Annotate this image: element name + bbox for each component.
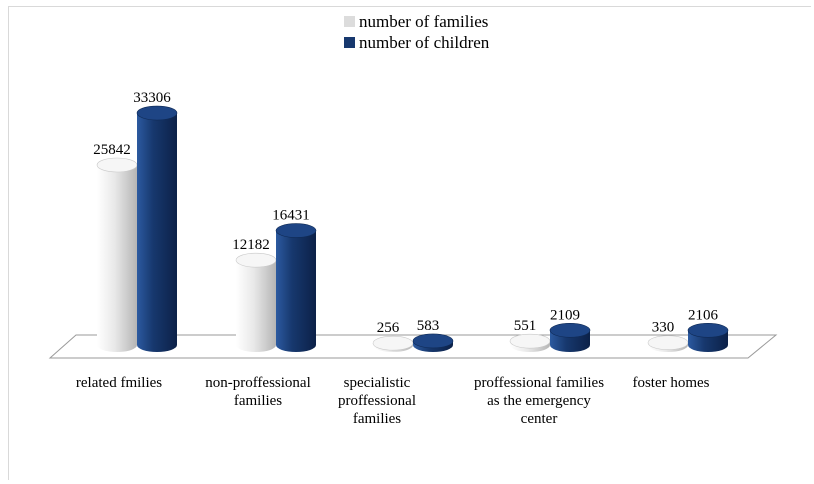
legend-swatch-children xyxy=(344,37,355,48)
chart-frame xyxy=(8,6,811,480)
data-label: 256 xyxy=(377,320,400,336)
bar-families xyxy=(509,333,551,352)
category-label: related fmilies xyxy=(75,375,163,391)
data-label: 12182 xyxy=(232,237,270,253)
bar-families xyxy=(235,252,277,352)
legend: number of families number of children xyxy=(344,11,489,53)
bar-cap xyxy=(136,105,178,121)
bars-layer xyxy=(96,105,729,352)
legend-item-families: number of families xyxy=(344,11,489,32)
data-label: 551 xyxy=(514,318,537,334)
bar-cap xyxy=(275,223,317,238)
bar-cap xyxy=(647,335,689,351)
bar-families xyxy=(96,157,138,352)
bar-cap xyxy=(96,157,138,173)
data-label: 16431 xyxy=(272,208,310,224)
bar-cap xyxy=(509,333,551,349)
category-label: proffessional families as the emergency … xyxy=(473,375,605,427)
bar-children xyxy=(412,333,454,352)
legend-swatch-families xyxy=(344,16,355,27)
bar-cap xyxy=(687,323,729,338)
data-label: 2106 xyxy=(688,307,719,323)
bar-cap xyxy=(235,252,277,268)
bar-body xyxy=(137,113,177,352)
data-label: 2109 xyxy=(550,307,580,323)
category-label: foster homes xyxy=(632,375,710,391)
legend-item-children: number of children xyxy=(344,32,489,53)
data-label: 25842 xyxy=(93,142,131,158)
category-label: non-proffessional families xyxy=(205,375,311,409)
bar-cap xyxy=(412,333,454,349)
data-label: 583 xyxy=(417,318,440,334)
bar-children xyxy=(275,223,317,352)
bar-cap xyxy=(549,323,591,338)
legend-label-families: number of families xyxy=(359,11,489,31)
bar-children xyxy=(687,323,729,352)
bar-cap xyxy=(372,335,414,351)
bar-body xyxy=(236,260,276,352)
category-label: specialistic proffessional families xyxy=(337,375,417,427)
chart-floor xyxy=(48,334,778,359)
legend-label-children: number of children xyxy=(359,32,490,52)
data-label: 33306 xyxy=(133,90,171,106)
bar-families xyxy=(647,335,689,352)
bar-families xyxy=(372,335,414,352)
bar-children xyxy=(549,323,591,352)
bar-body xyxy=(276,230,316,352)
bar-body xyxy=(97,165,137,352)
data-label: 330 xyxy=(652,320,675,336)
bar-children xyxy=(136,105,178,352)
